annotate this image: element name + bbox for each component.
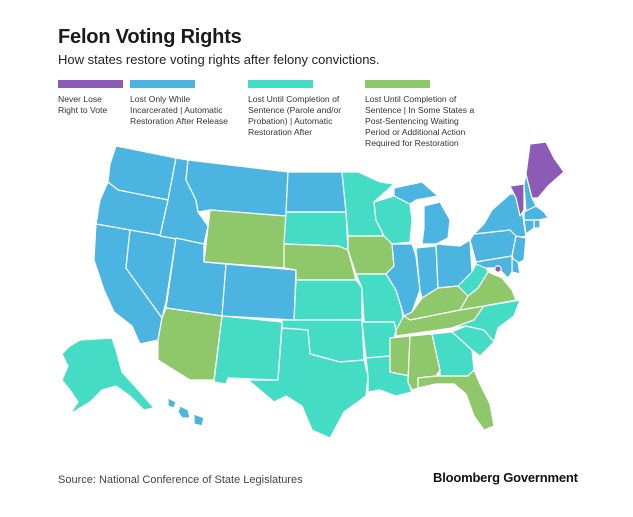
- state-rhode-island: [533, 219, 541, 229]
- state-district-of-columbia: [494, 265, 502, 273]
- state-florida: [417, 369, 495, 431]
- legend-swatch-sentence: [248, 80, 313, 88]
- state-connecticut: [523, 219, 535, 235]
- legend-label-never: Never Lose Right to Vote: [58, 94, 108, 115]
- state-michigan: [393, 181, 451, 245]
- state-texas: [247, 327, 369, 439]
- state-colorado: [221, 263, 297, 321]
- state-maine: [525, 141, 565, 199]
- legend-label-incarcerated: Lost Only While Incarcerated | Automatic…: [130, 94, 228, 126]
- source-note: Source: National Conference of State Leg…: [58, 474, 303, 486]
- legend-swatch-additional: [365, 80, 430, 88]
- state-new-mexico: [213, 315, 283, 385]
- us-map-svg: [61, 141, 565, 439]
- state-new-jersey: [511, 235, 527, 265]
- legend-label-sentence: Lost Until Completion of Sentence (Parol…: [248, 94, 342, 137]
- state-iowa: [347, 235, 395, 275]
- brand-logo: Bloomberg Government: [433, 470, 578, 485]
- state-vermont: [509, 183, 525, 217]
- state-kansas: [293, 279, 363, 321]
- state-hawaii: [167, 397, 205, 427]
- state-wyoming: [203, 209, 287, 269]
- state-montana: [185, 159, 289, 217]
- state-north-dakota: [285, 171, 347, 213]
- state-maryland: [475, 255, 513, 279]
- legend-swatch-incarcerated: [130, 80, 195, 88]
- us-map: [40, 140, 600, 440]
- legend-label-additional: Lost Until Completion of Sentence | In S…: [365, 94, 475, 148]
- state-arizona: [157, 307, 223, 381]
- legend-item-additional: Lost Until Completion of Sentence | In S…: [365, 80, 490, 149]
- legend-item-never: Never Lose Right to Vote: [58, 80, 183, 116]
- legend-item-sentence: Lost Until Completion of Sentence (Parol…: [248, 80, 373, 138]
- page-title: Felon Voting Rights: [58, 26, 242, 48]
- legend-swatch-never: [58, 80, 123, 88]
- state-west-virginia: [457, 263, 489, 297]
- legend-item-incarcerated: Lost Only While Incarcerated | Automatic…: [130, 80, 255, 127]
- state-alaska: [61, 337, 155, 415]
- page-subtitle: How states restore voting rights after f…: [58, 52, 380, 67]
